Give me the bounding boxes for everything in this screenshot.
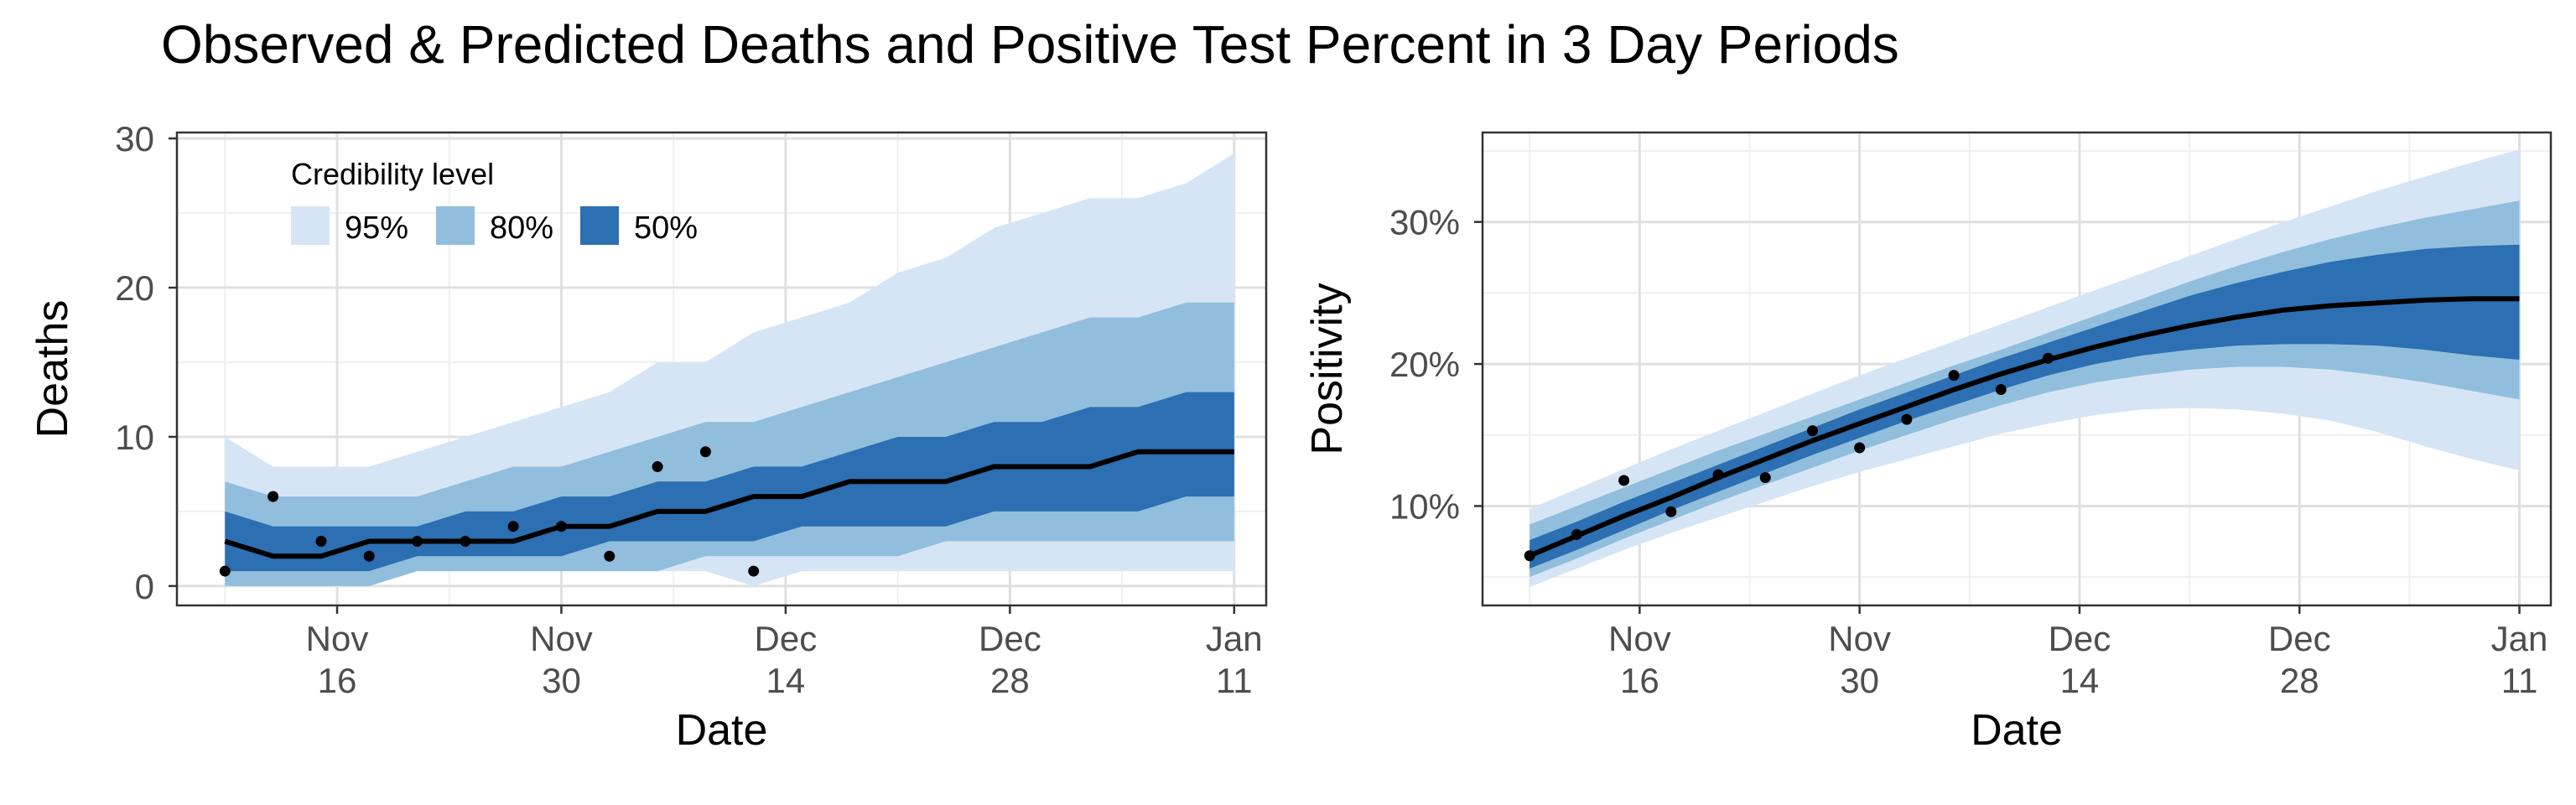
observed-point <box>507 521 519 532</box>
observed-point <box>460 535 471 547</box>
observed-point <box>1854 442 1866 454</box>
x-tick-label-day: 14 <box>766 661 806 700</box>
x-tick-label-day: 30 <box>1840 661 1879 700</box>
positivity-chart: 10%20%30%Nov16Nov30Dec14Dec28Jan11DatePo… <box>1303 131 2553 755</box>
observed-point <box>1712 469 1724 480</box>
legend-swatch-95 <box>291 206 330 245</box>
x-tick-label-day: 11 <box>2501 661 2538 700</box>
y-tick-label: 20 <box>115 268 154 308</box>
x-tick-label-month: Dec <box>2268 619 2331 658</box>
x-tick-label-month: Nov <box>530 619 593 658</box>
x-tick-label-month: Nov <box>1608 619 1671 658</box>
y-axis-title: Deaths <box>29 300 77 439</box>
x-tick-label-month: Dec <box>2049 619 2111 658</box>
observed-point <box>1759 472 1771 484</box>
legend-title: Credibility level <box>291 157 494 191</box>
observed-point <box>1618 475 1630 486</box>
observed-point <box>555 521 567 532</box>
x-tick-label-day: 11 <box>1216 661 1253 700</box>
observed-point <box>652 461 663 473</box>
deaths-chart: 0102030Nov16Nov30Dec14Dec28Jan11DateDeat… <box>29 119 1268 755</box>
x-tick-label-day: 30 <box>542 661 581 700</box>
y-tick-label: 0 <box>135 567 154 606</box>
y-tick-label: 30 <box>115 119 154 158</box>
observed-point <box>604 550 615 562</box>
observed-point <box>267 491 279 502</box>
legend-swatch-80 <box>436 206 475 245</box>
y-tick-label: 20% <box>1389 345 1460 384</box>
y-tick-label: 10 <box>115 418 154 457</box>
y-tick-label: 30% <box>1389 203 1460 242</box>
median-line <box>1529 296 2520 558</box>
median-line <box>224 449 1234 559</box>
x-axis-title: Date <box>1971 706 2063 755</box>
observed-point <box>1665 506 1677 517</box>
x-tick-label-month: Jan <box>2491 619 2548 658</box>
band-50-area <box>1530 244 2520 569</box>
observed-point <box>1948 370 1960 382</box>
x-tick-label-day: 16 <box>318 661 357 700</box>
observed-point <box>1806 425 1818 437</box>
legend-swatch-50 <box>580 206 619 245</box>
observed-point <box>1901 413 1913 425</box>
x-tick-label-month: Nov <box>1828 619 1891 658</box>
observed-point <box>1571 528 1582 540</box>
x-tick-label-month: Nov <box>306 619 369 658</box>
x-tick-label-day: 28 <box>990 661 1030 700</box>
x-tick-label-month: Dec <box>979 619 1041 658</box>
observed-point <box>412 535 423 547</box>
page-title: Observed & Predicted Deaths and Positive… <box>161 14 1899 75</box>
observed-point <box>1524 550 1535 562</box>
x-axis-title: Date <box>676 706 768 755</box>
observed-point <box>315 535 327 547</box>
observed-point <box>2042 352 2054 364</box>
legend-label: 80% <box>490 210 553 246</box>
legend-label: 50% <box>634 210 698 246</box>
observed-point <box>219 565 231 577</box>
observed-point <box>748 565 760 577</box>
x-tick-label-day: 16 <box>1620 661 1659 700</box>
plot-border <box>1481 131 2553 607</box>
y-axis-title: Positivity <box>1303 283 1352 454</box>
plot-border <box>175 131 1268 607</box>
observed-point <box>1995 384 2007 396</box>
band-50-area <box>225 392 1234 572</box>
observed-point <box>699 446 711 458</box>
x-tick-label-month: Jan <box>1206 619 1263 658</box>
observed-point <box>363 550 375 562</box>
legend: Credibility level 95% 80% 50% <box>291 157 698 246</box>
y-tick-label: 10% <box>1389 486 1460 526</box>
legend-label: 95% <box>345 210 408 246</box>
x-tick-label-month: Dec <box>755 619 818 658</box>
x-tick-label-day: 14 <box>2060 661 2100 700</box>
x-tick-label-day: 28 <box>2280 661 2319 700</box>
